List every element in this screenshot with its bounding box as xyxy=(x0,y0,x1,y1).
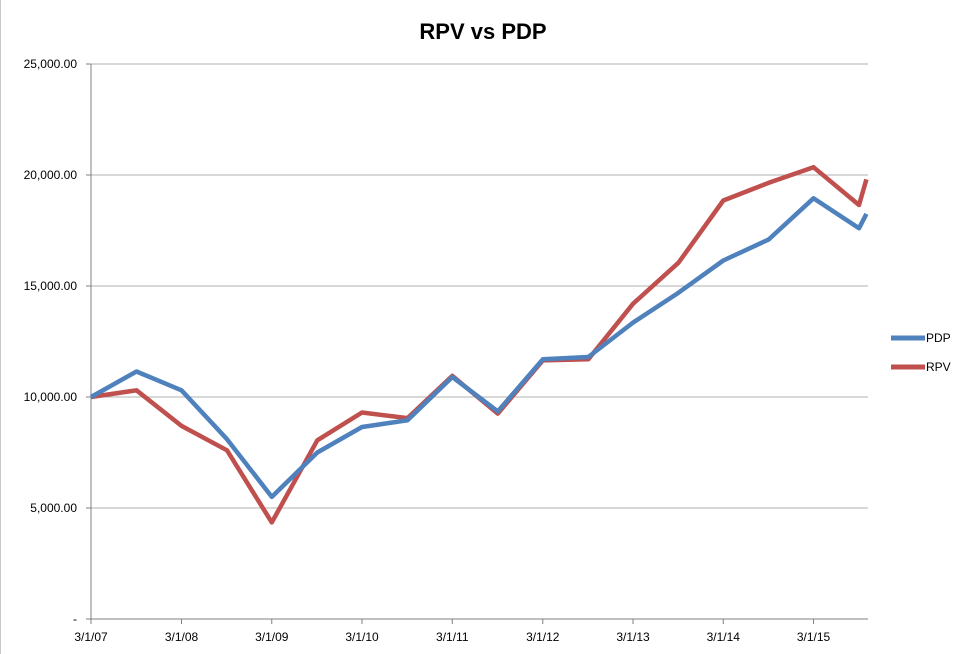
legend-label-rpv: RPV xyxy=(926,360,951,374)
x-tick-label: 3/1/10 xyxy=(345,630,379,644)
x-tick-label: 3/1/09 xyxy=(255,630,289,644)
y-tick-label: 5,000.00 xyxy=(30,501,77,515)
x-tick-label: 3/1/08 xyxy=(165,630,199,644)
y-tick-label: 15,000.00 xyxy=(24,279,78,293)
x-tick-label: 3/1/07 xyxy=(74,630,108,644)
chart-title: RPV vs PDP xyxy=(419,19,546,44)
x-tick-label: 3/1/14 xyxy=(707,630,741,644)
x-tick-label: 3/1/12 xyxy=(526,630,560,644)
y-tick-label: - xyxy=(73,612,77,626)
x-tick-label: 3/1/13 xyxy=(616,630,650,644)
x-tick-label: 3/1/15 xyxy=(797,630,831,644)
y-tick-label: 20,000.00 xyxy=(24,168,78,182)
legend-label-pdp: PDP xyxy=(926,331,951,345)
y-tick-label: 25,000.00 xyxy=(24,57,78,71)
series-line-rpv xyxy=(90,164,869,525)
y-tick-label: 10,000.00 xyxy=(24,390,78,404)
series-line-pdp xyxy=(89,196,869,500)
x-tick-label: 3/1/11 xyxy=(436,630,469,644)
